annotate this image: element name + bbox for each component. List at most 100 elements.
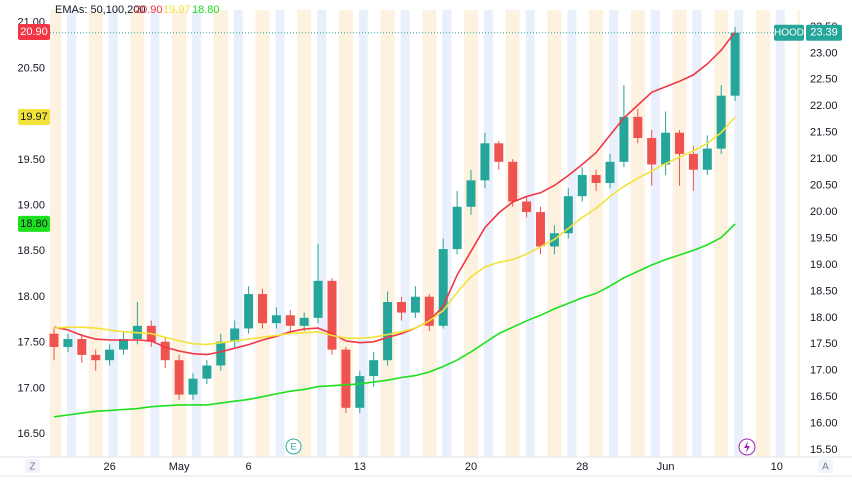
- candle-body: [119, 339, 128, 350]
- left-tick-label: 19.00: [17, 200, 45, 212]
- candle-body: [675, 132, 684, 154]
- ema-line: [53, 223, 736, 418]
- ema-legend-value: 18.80: [192, 4, 220, 16]
- right-tick-label: 22.50: [810, 74, 838, 86]
- candle-body: [522, 201, 532, 213]
- candle-body: [313, 280, 323, 318]
- left-tick-label: 17.50: [17, 337, 45, 349]
- ema-line: [53, 31, 736, 356]
- candle-body: [91, 354, 101, 361]
- candle-body: [716, 95, 726, 149]
- candle-body: [688, 153, 698, 170]
- price-badge-text: 23.39: [810, 27, 838, 39]
- ema-badge-text: 20.90: [20, 26, 48, 38]
- candle-body: [174, 360, 184, 395]
- x-tick-label: 13: [354, 461, 366, 473]
- axes: 16.50 17.00 17.50 18.00 18.50 19.00 19.50 20.00…: [17, 17, 842, 473]
- candle-body: [647, 138, 657, 165]
- right-tick-label: 19.50: [810, 232, 838, 244]
- right-tick-label: 21.50: [810, 127, 838, 139]
- ema-line: [53, 116, 736, 346]
- ema-badge: [18, 108, 50, 125]
- symbol-badge-text: HOOD: [774, 27, 804, 38]
- candle-body: [619, 116, 629, 162]
- x-tick-label: 26: [103, 461, 115, 473]
- left-tick-label: 19.50: [17, 154, 45, 166]
- candle-body: [508, 161, 518, 202]
- right-tick-label: 16.00: [810, 418, 838, 430]
- candle-body: [105, 349, 115, 361]
- x-tick-label: 6: [246, 461, 252, 473]
- ema-legend-values: 20.90 19.97 18.80: [135, 4, 220, 16]
- candle-body: [383, 302, 393, 361]
- svg-text:E: E: [290, 441, 296, 451]
- candle-body: [661, 132, 671, 165]
- candle-body: [438, 249, 448, 326]
- candle-body: [633, 116, 643, 139]
- a-button-label[interactable]: A: [822, 462, 829, 473]
- candle-body: [466, 180, 476, 207]
- ema-badge-text: 18.80: [20, 218, 48, 230]
- candle-body: [605, 161, 615, 183]
- right-tick-label: 23.00: [810, 47, 838, 59]
- x-tick-label: 20: [465, 461, 477, 473]
- candle-body: [327, 280, 337, 350]
- candle-body: [77, 339, 87, 355]
- ema-badge: [18, 215, 50, 232]
- candle-body: [355, 376, 365, 408]
- candle-body: [410, 296, 420, 313]
- symbol-badge: [774, 24, 804, 41]
- candle-body: [577, 175, 587, 197]
- plot-area: [49, 26, 800, 418]
- candle-body: [452, 206, 462, 250]
- left-tick-label: 16.50: [17, 428, 45, 440]
- right-tick-label: 21.00: [810, 153, 838, 165]
- candle-body: [341, 349, 351, 408]
- z-button[interactable]: [25, 459, 40, 473]
- candle-body: [424, 296, 434, 326]
- right-tick-label: 22.00: [810, 100, 838, 112]
- x-tick-label: 10: [771, 461, 783, 473]
- ema-legend-value: 20.90: [135, 4, 163, 16]
- candle-body: [160, 341, 170, 361]
- candle-body: [299, 317, 309, 326]
- z-button-label[interactable]: Z: [29, 462, 35, 473]
- candle-body: [563, 196, 573, 234]
- right-tick-label: 20.50: [810, 180, 838, 192]
- candle-body: [49, 333, 59, 347]
- candle-body: [480, 143, 490, 181]
- ema-badge-text: 19.97: [20, 111, 48, 123]
- right-tick-label: 17.00: [810, 365, 838, 377]
- candle-body: [202, 365, 212, 379]
- x-tick-label: 28: [576, 461, 588, 473]
- candle-body: [730, 32, 740, 96]
- candle-body: [591, 175, 601, 183]
- earnings-icon: E: [285, 438, 302, 455]
- left-tick-label: 18.00: [17, 291, 45, 303]
- candle-body: [244, 294, 254, 329]
- x-tick-label: Jun: [657, 461, 675, 473]
- ema-legend-label: EMAs: 50,100,200: [55, 4, 146, 16]
- candle-body: [702, 148, 712, 170]
- dividend-icon: [738, 438, 756, 456]
- candle-body: [188, 378, 198, 395]
- candle-body: [397, 302, 406, 313]
- candle-body: [216, 341, 226, 366]
- auto-scale-buttons: Z A: [25, 459, 833, 473]
- candle-body: [536, 212, 545, 247]
- a-button[interactable]: [818, 459, 833, 473]
- ema-badge: [18, 23, 50, 40]
- candle-body: [271, 315, 281, 324]
- x-tick-label: May: [169, 461, 190, 473]
- left-tick-label: 18.50: [17, 245, 45, 257]
- candle-body: [494, 143, 504, 162]
- candle-body: [230, 328, 240, 342]
- candle-body: [258, 294, 267, 324]
- right-tick-label: 18.50: [810, 285, 838, 297]
- candle-body: [63, 339, 73, 347]
- candle-body: [369, 360, 379, 377]
- right-tick-label: 17.50: [810, 338, 838, 350]
- right-tick-label: 18.00: [810, 312, 838, 324]
